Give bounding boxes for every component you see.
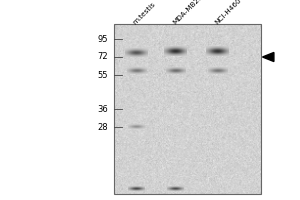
Text: 28: 28	[98, 122, 108, 132]
Text: 72: 72	[98, 52, 108, 61]
Text: MDA-MB231: MDA-MB231	[171, 0, 207, 26]
Bar	[114, 24, 261, 194]
Text: NCI-H460: NCI-H460	[213, 0, 242, 26]
Text: 55: 55	[98, 71, 108, 79]
Text: 95: 95	[98, 34, 108, 44]
Text: 36: 36	[97, 105, 108, 114]
Text: m.testis: m.testis	[132, 1, 157, 26]
Polygon shape	[262, 52, 274, 62]
